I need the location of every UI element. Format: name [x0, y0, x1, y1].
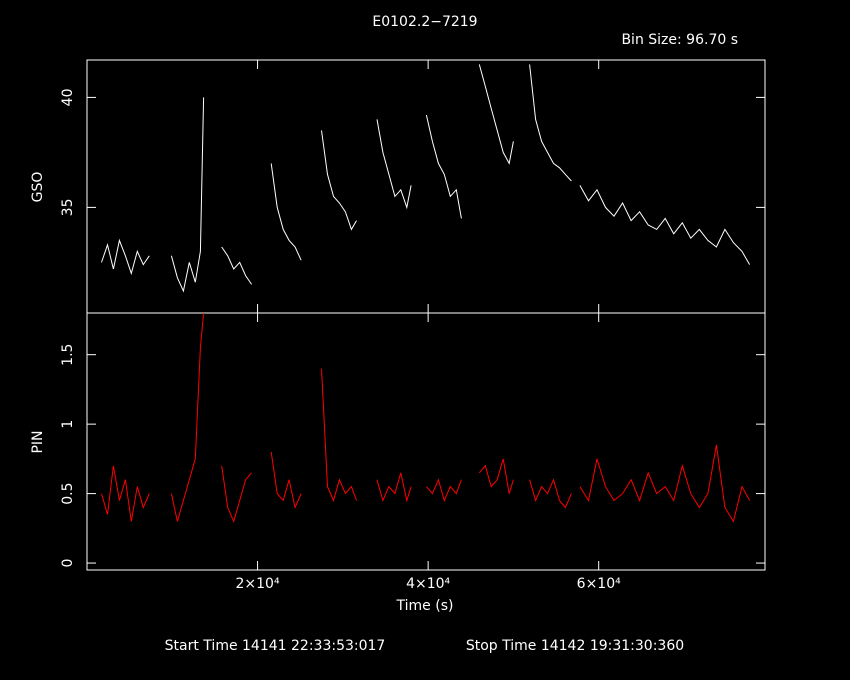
data-line [478, 458, 514, 494]
data-line [270, 163, 302, 261]
data-line [270, 451, 302, 510]
y-axis-label: PIN [30, 430, 46, 453]
stop-time: Stop Time 14142 19:31:30:360 [466, 638, 684, 654]
data-line [425, 114, 462, 219]
x-axis-label: Time (s) [396, 598, 454, 614]
bin-size: Bin Size: 96.70 s [621, 32, 738, 48]
chart-title: E0102.2−7219 [372, 14, 477, 30]
x-tick-label: 6×10⁴ [577, 576, 621, 592]
data-line [221, 246, 253, 285]
y-axis-label: GSO [30, 172, 46, 203]
data-line [579, 444, 751, 523]
data-line [321, 368, 357, 502]
data-line [478, 64, 514, 165]
start-time: Start Time 14141 22:33:53:017 [165, 638, 386, 654]
data-line [170, 97, 205, 293]
data-line [170, 312, 205, 522]
x-tick-label: 2×10⁴ [236, 576, 280, 592]
panel-frame [86, 312, 766, 571]
data-line [579, 185, 751, 265]
data-line [321, 130, 357, 231]
data-line [376, 119, 412, 210]
x-tick-label: 4×10⁴ [406, 576, 450, 592]
data-line [101, 465, 150, 522]
y-tick-label: 40 [60, 88, 76, 106]
y-tick-label: 0.5 [60, 482, 76, 504]
data-line [101, 238, 150, 276]
y-tick-label: 1 [60, 420, 76, 429]
y-tick-label: 0 [60, 559, 76, 568]
data-line [529, 478, 572, 509]
data-line [376, 472, 412, 503]
data-line [426, 478, 462, 502]
data-line [529, 64, 572, 182]
data-line [221, 465, 252, 523]
y-tick-label: 1.5 [60, 344, 76, 366]
y-tick-label: 35 [60, 198, 76, 216]
